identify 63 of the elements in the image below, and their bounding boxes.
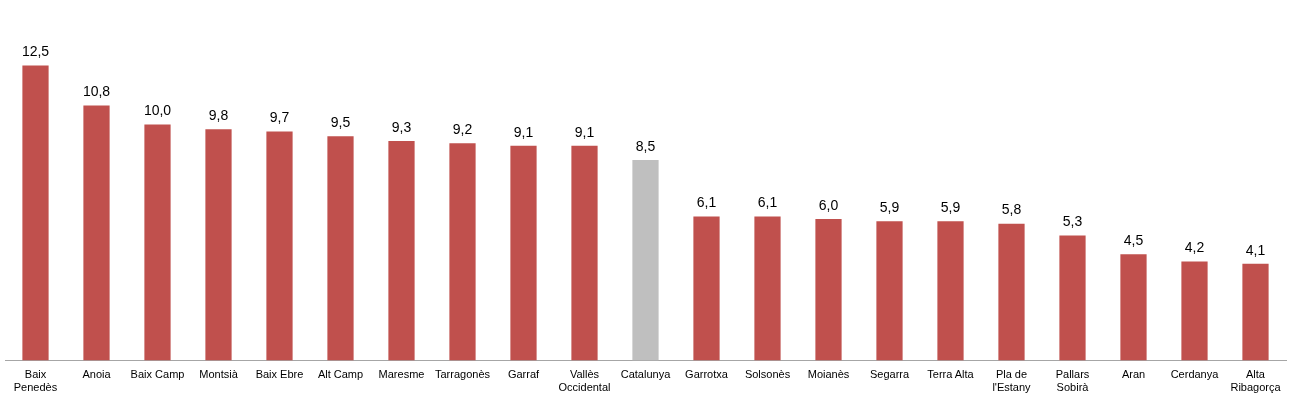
x-tick-label: Segarra: [869, 368, 910, 381]
data-label: 5,8: [1001, 201, 1022, 218]
bar: [22, 65, 49, 361]
data-label: 4,5: [1123, 232, 1144, 249]
data-label: 9,3: [391, 118, 412, 135]
x-tick-label: Alta Ribagorça: [1230, 368, 1282, 394]
bar: [205, 129, 232, 361]
x-tick-label: Pla de l'Estany: [992, 368, 1032, 394]
x-tick-label: Catalunya: [620, 368, 672, 381]
data-label: 4,1: [1245, 241, 1266, 258]
x-tick-label: Alt Camp: [317, 368, 364, 381]
data-label: 9,8: [208, 107, 229, 124]
data-label: 12,5: [21, 43, 50, 60]
bar: [937, 221, 964, 361]
x-tick-label: Baix Camp: [130, 368, 185, 381]
data-label: 5,9: [940, 199, 961, 216]
data-label: 4,2: [1184, 239, 1205, 256]
bar: [998, 223, 1025, 361]
data-label: 6,1: [696, 194, 717, 211]
data-label: 9,5: [330, 114, 351, 131]
x-tick-label: Tarragonès: [434, 368, 491, 381]
data-label: 6,1: [757, 194, 778, 211]
x-tick-label: Terra Alta: [927, 368, 975, 381]
bar: [144, 124, 171, 361]
data-label: 5,9: [879, 199, 900, 216]
data-label: 10,0: [143, 102, 172, 119]
bar: [754, 216, 781, 361]
bar: [815, 218, 842, 361]
bar: [632, 159, 659, 361]
x-tick-label: Garraf: [507, 368, 541, 381]
x-tick-label: Pallars Sobirà: [1055, 368, 1090, 394]
data-label: 8,5: [635, 137, 656, 154]
data-label: 9,7: [269, 109, 290, 126]
bar: [1181, 261, 1208, 361]
bar: [571, 145, 598, 361]
x-tick-label: Solsonès: [744, 368, 791, 381]
bar: [876, 221, 903, 361]
x-tick-label: Montsià: [199, 368, 239, 381]
x-tick-label: Cerdanya: [1170, 368, 1220, 381]
bar: [1120, 254, 1147, 361]
data-label: 9,2: [452, 121, 473, 138]
bar: [510, 145, 537, 361]
data-label: 9,1: [513, 123, 534, 140]
x-tick-label: Baix Ebre: [255, 368, 304, 381]
x-tick-label: Vallès Occidental: [558, 368, 611, 394]
bar: [693, 216, 720, 361]
x-tick-label: Baix Penedès: [13, 368, 58, 394]
x-tick-label: Aran: [1121, 368, 1146, 381]
bar: [1242, 263, 1269, 361]
bar: [388, 140, 415, 361]
x-tick-label: Moianès: [807, 368, 850, 381]
bar: [1059, 235, 1086, 361]
bar: [83, 105, 110, 361]
bar: [266, 131, 293, 361]
data-label: 9,1: [574, 123, 595, 140]
bar: [449, 143, 476, 361]
x-tick-label: Garrotxa: [685, 368, 729, 381]
bar: [327, 136, 354, 361]
data-label: 5,3: [1062, 213, 1083, 230]
data-label: 6,0: [818, 196, 839, 213]
x-tick-label: Maresme: [378, 368, 425, 381]
data-label: 10,8: [82, 83, 111, 100]
x-tick-label: Anoia: [82, 368, 112, 381]
